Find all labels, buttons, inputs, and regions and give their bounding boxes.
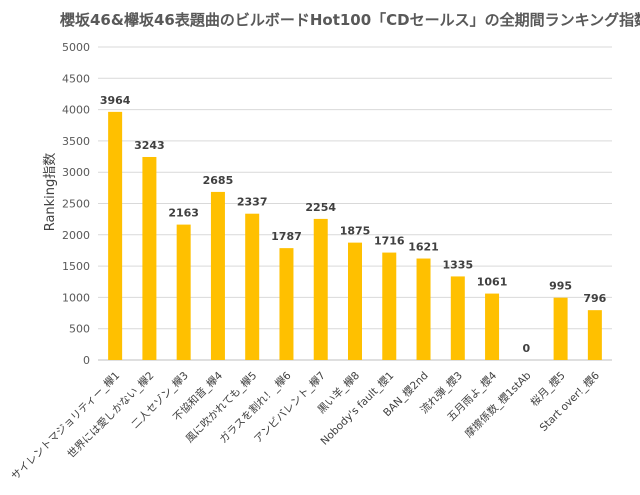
y-axis-title: Ranking指数 — [43, 153, 58, 232]
y-tick-label: 3000 — [62, 166, 90, 179]
data-label: 0 — [523, 342, 531, 355]
data-label: 2163 — [168, 207, 199, 220]
y-tick-label: 5000 — [62, 41, 90, 54]
bar — [348, 242, 362, 360]
y-tick-label: 0 — [83, 354, 90, 367]
bar — [313, 218, 328, 360]
bar — [450, 276, 465, 360]
y-tick-label: 1500 — [62, 260, 90, 273]
bars — [108, 111, 602, 360]
data-label: 2254 — [305, 201, 336, 214]
data-label: 1787 — [271, 230, 302, 243]
bar — [485, 293, 500, 360]
data-label: 1621 — [408, 241, 439, 254]
bar — [210, 191, 225, 360]
bar — [245, 213, 260, 360]
bar — [176, 224, 191, 360]
data-label: 3964 — [100, 94, 131, 107]
bar — [587, 310, 602, 360]
x-axis-categories: サイレントマジョリティー_欅1世界には愛しかない_欅2二人セゾン_欅3不協和音_… — [9, 369, 602, 483]
y-tick-label: 500 — [69, 323, 90, 336]
data-label: 1875 — [340, 225, 371, 238]
y-tick-label: 1000 — [62, 291, 90, 304]
data-label: 995 — [549, 280, 572, 293]
category-label: Start over!_櫻6 — [537, 369, 602, 434]
data-label: 1061 — [477, 276, 508, 289]
bar — [382, 252, 397, 360]
data-label: 796 — [583, 292, 606, 305]
data-label: 1335 — [442, 258, 473, 271]
y-tick-label: 2500 — [62, 198, 90, 211]
chart-title: 櫻坂46&欅坂46表題曲のビルボードHot100「CDセールス」の全期間ランキン… — [60, 11, 640, 29]
y-tick-label: 2000 — [62, 229, 90, 242]
y-tick-label: 4500 — [62, 72, 90, 85]
bar — [416, 258, 431, 360]
bar — [108, 111, 123, 360]
y-tick-label: 3500 — [62, 135, 90, 148]
y-axis-ticks: 0 500 1000 1500 2000 2500 3000 3500 4000 4500 5000 — [62, 41, 90, 367]
data-label: 1716 — [374, 235, 405, 248]
bar — [553, 297, 568, 360]
y-tick-label: 4000 — [62, 104, 90, 117]
data-label: 3243 — [134, 139, 165, 152]
data-label: 2685 — [203, 174, 234, 187]
bar — [142, 156, 157, 360]
bar — [279, 248, 294, 360]
category-label: 摩擦係数_櫻1stAb — [462, 369, 534, 441]
data-label: 2337 — [237, 196, 268, 209]
